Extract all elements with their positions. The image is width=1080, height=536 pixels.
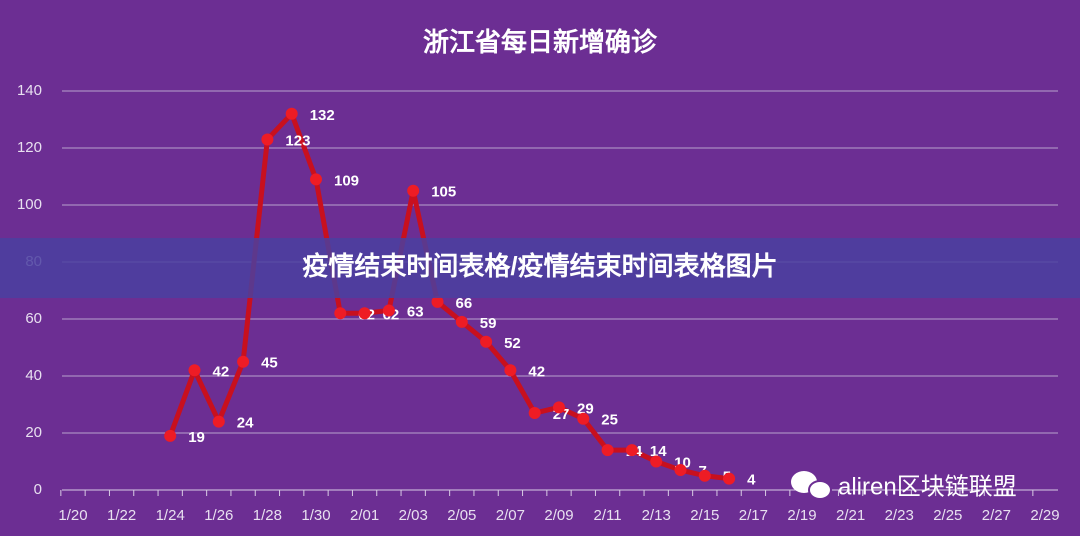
data-point (577, 412, 590, 425)
data-point (431, 295, 444, 308)
data-point (334, 307, 347, 320)
x-tick-label: 2/23 (885, 507, 914, 524)
x-tick-label: 2/17 (739, 507, 768, 524)
data-point (358, 307, 371, 320)
data-label: 59 (480, 315, 497, 332)
data-label: 24 (237, 415, 254, 432)
y-tick-label: 20 (25, 424, 42, 441)
x-tick-label: 2/13 (642, 507, 671, 524)
x-tick-label: 2/09 (544, 507, 573, 524)
y-tick-label: 0 (34, 481, 42, 498)
data-point (455, 315, 468, 328)
data-label: 66 (456, 295, 473, 312)
x-tick-label: 2/03 (399, 507, 428, 524)
data-label: 105 (431, 184, 456, 201)
data-label: 52 (504, 335, 521, 352)
data-point (553, 401, 565, 414)
data-label: 132 (310, 107, 335, 124)
y-tick-label: 140 (17, 82, 42, 99)
data-label: 109 (334, 172, 359, 189)
banner-band (0, 238, 1080, 298)
data-point (310, 173, 322, 186)
data-point (601, 444, 614, 457)
data-label: 25 (601, 412, 618, 429)
data-point (674, 464, 687, 477)
data-label: 42 (213, 363, 230, 380)
data-point (698, 469, 711, 482)
y-tick-label: 60 (25, 310, 42, 327)
data-label: 14 (650, 443, 667, 460)
data-point (212, 415, 225, 428)
x-tick-label: 1/28 (253, 507, 282, 524)
data-label: 63 (407, 303, 424, 320)
data-label: 19 (188, 429, 205, 446)
x-tick-label: 2/29 (1030, 507, 1059, 524)
data-point (285, 107, 298, 120)
x-tick-label: 2/07 (496, 507, 525, 524)
data-point (261, 133, 274, 146)
data-point (650, 455, 663, 468)
data-point (504, 364, 517, 377)
y-tick-label: 40 (25, 367, 42, 384)
x-tick-label: 2/27 (982, 507, 1011, 524)
data-point (625, 444, 638, 457)
x-tick-label: 1/26 (204, 507, 233, 524)
data-point (723, 472, 736, 485)
y-tick-label: 100 (17, 196, 42, 213)
watermark: aliren区块链联盟 (838, 473, 1017, 500)
x-tick-label: 2/11 (594, 507, 622, 524)
watermark-icon (791, 471, 832, 500)
x-tick-label: 2/25 (933, 507, 962, 524)
y-tick-label: 120 (17, 139, 42, 156)
data-point (480, 335, 493, 348)
x-tick-label: 2/01 (350, 507, 379, 524)
x-tick-label: 2/15 (690, 507, 719, 524)
x-tick-label: 1/20 (58, 507, 87, 524)
x-tick-label: 1/22 (107, 507, 136, 524)
data-label: 4 (747, 472, 756, 489)
x-tick-label: 1/24 (156, 507, 185, 524)
data-point (237, 355, 250, 368)
data-point (188, 364, 201, 377)
data-label: 29 (577, 400, 594, 417)
x-tick-label: 1/30 (301, 507, 330, 524)
x-tick-label: 2/21 (836, 507, 865, 524)
data-point (382, 304, 395, 317)
data-label: 42 (528, 363, 545, 380)
x-tick-label: 2/19 (787, 507, 816, 524)
x-tick-label: 2/05 (447, 507, 476, 524)
data-point (528, 407, 541, 420)
data-label: 45 (261, 355, 278, 372)
data-point (164, 429, 177, 442)
data-point (407, 184, 420, 197)
banner-text: 疫情结束时间表格/疫情结束时间表格图片 (302, 251, 777, 281)
data-label: 123 (285, 132, 310, 149)
chart-title: 浙江省每日新增确诊 (423, 27, 658, 57)
